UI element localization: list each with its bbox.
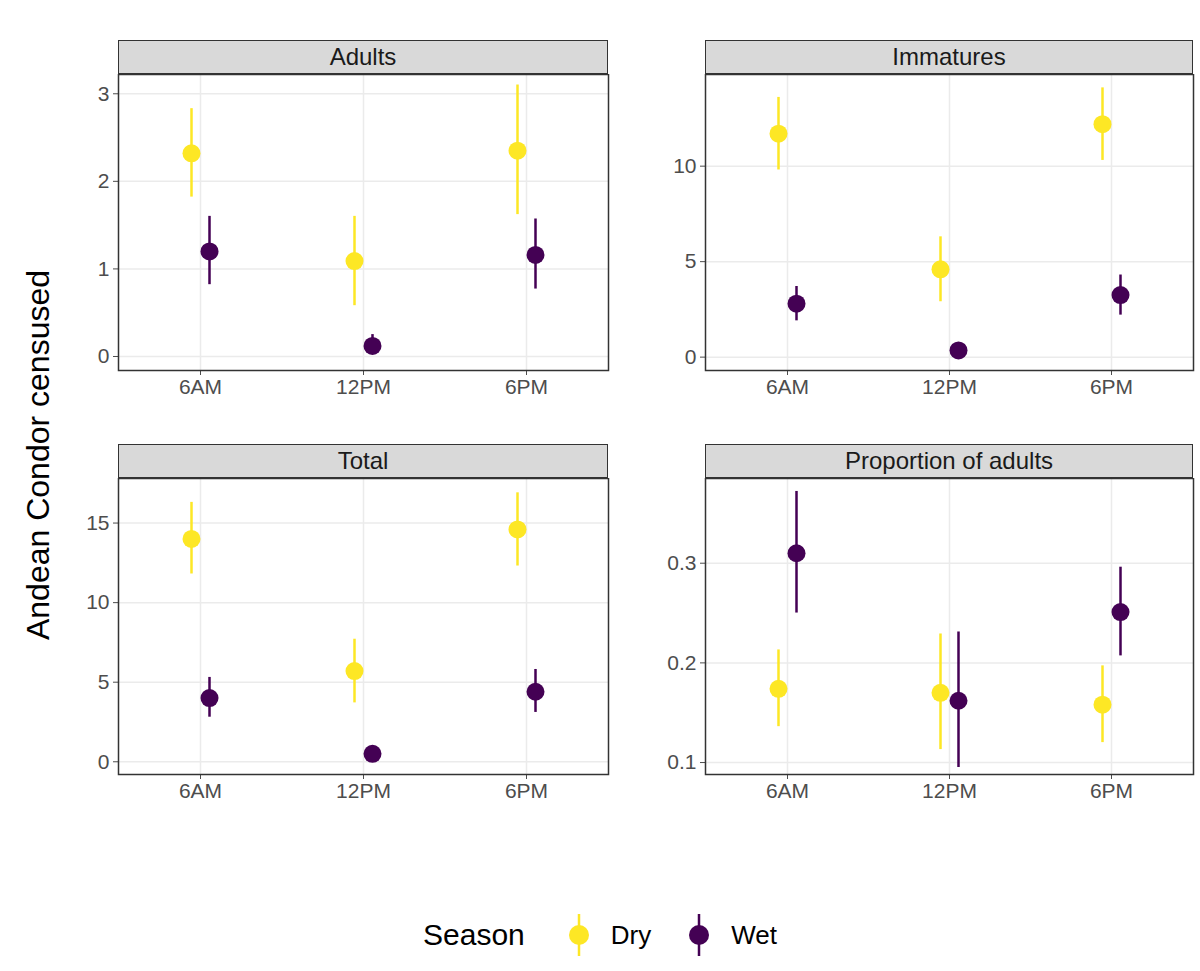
- html-text:Andean Condor censused: Andean Condor censused: [19, 270, 56, 640]
- svg-text:10: 10: [86, 590, 109, 613]
- html-text:Season: Season: [423, 918, 525, 951]
- svg-text:6PM: 6PM: [1090, 375, 1133, 398]
- svg-text:5: 5: [685, 249, 697, 272]
- svg-text:12PM: 12PM: [336, 779, 391, 802]
- svg-text:3: 3: [98, 81, 110, 104]
- svg-text:12PM: 12PM: [336, 375, 391, 398]
- svg-text:15: 15: [86, 511, 109, 534]
- svg-text:6PM: 6PM: [505, 779, 548, 802]
- svg-text:6PM: 6PM: [1090, 779, 1133, 802]
- svg-text:0: 0: [98, 344, 110, 367]
- svg-text:1: 1: [98, 257, 110, 280]
- svg-text:10: 10: [673, 154, 696, 177]
- svg-text:6AM: 6AM: [179, 779, 222, 802]
- svg-text:0.3: 0.3: [667, 551, 696, 574]
- svg-text:0.1: 0.1: [667, 750, 696, 773]
- svg-text:0: 0: [98, 749, 110, 772]
- html-text:Immatures: Immatures: [892, 43, 1006, 70]
- svg-text:12PM: 12PM: [922, 779, 977, 802]
- svg-text:12PM: 12PM: [922, 375, 977, 398]
- svg-text:0: 0: [685, 345, 697, 368]
- svg-text:6AM: 6AM: [179, 375, 222, 398]
- svg-text:6AM: 6AM: [766, 375, 809, 398]
- svg-text:6AM: 6AM: [766, 779, 809, 802]
- html-text:Total: Total: [337, 447, 389, 474]
- html-text:Adults: Adults: [329, 43, 397, 70]
- svg-text:0.2: 0.2: [667, 651, 696, 674]
- svg-text:6PM: 6PM: [505, 375, 548, 398]
- html-text:Dry: Dry: [610, 919, 652, 950]
- svg-text:5: 5: [98, 670, 110, 693]
- svg-text:2: 2: [98, 169, 110, 192]
- html-text:Wet: Wet: [731, 919, 777, 950]
- html-text:Proportion of adults: Proportion of adults: [844, 447, 1054, 474]
